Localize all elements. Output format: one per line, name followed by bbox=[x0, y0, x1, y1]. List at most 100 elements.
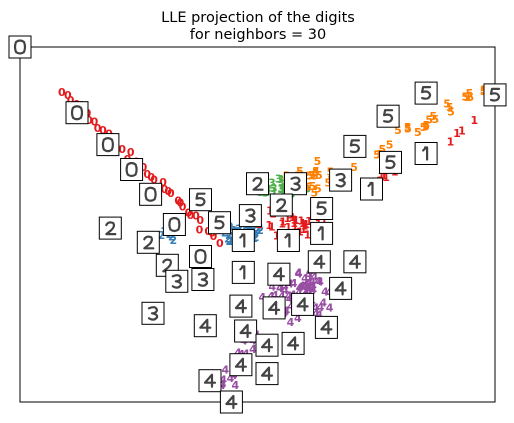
thumbnail-digit-4-40 bbox=[234, 319, 258, 343]
digit-point-1-288: 1 bbox=[380, 169, 388, 182]
thumbnail-digit-3-11 bbox=[191, 268, 215, 291]
digit-point-0-34: 0 bbox=[196, 214, 204, 227]
digit-thumbnail-layer bbox=[8, 35, 507, 414]
digit-point-4-207: 4 bbox=[300, 280, 308, 293]
digit-point-0-28: 0 bbox=[174, 195, 182, 208]
digit-point-5-259: 5 bbox=[394, 124, 402, 137]
thumbnail-digit-1-24 bbox=[360, 177, 383, 201]
digit-point-1-143: 1 bbox=[273, 230, 281, 243]
digit-point-4-205: 4 bbox=[285, 290, 293, 303]
digit-point-2-63: 2 bbox=[235, 222, 243, 235]
digit-point-1-282: 1 bbox=[447, 136, 455, 149]
digit-point-0-38: 0 bbox=[210, 230, 218, 243]
digit-point-3-101: 3 bbox=[277, 173, 285, 186]
digit-point-4-200: 4 bbox=[325, 287, 333, 300]
digit-point-5-134: 5 bbox=[296, 165, 304, 178]
digit-point-4-177: 4 bbox=[308, 276, 316, 289]
thumbnail-digit-1-21 bbox=[276, 229, 300, 252]
digit-point-0-33: 0 bbox=[192, 210, 200, 223]
thumbnail-digit-1-20 bbox=[231, 229, 255, 252]
thumbnail-digit-4-45 bbox=[255, 362, 279, 386]
digit-point-1-163: 1 bbox=[279, 215, 287, 228]
digit-point-4-198: 4 bbox=[305, 269, 313, 282]
thumbnail-digit-2-8 bbox=[136, 230, 160, 254]
digit-point-5-131: 5 bbox=[324, 177, 332, 190]
thumbnail-digit-5-29 bbox=[414, 81, 438, 105]
digit-point-4-174: 4 bbox=[309, 283, 317, 296]
digit-point-2-67: 2 bbox=[256, 221, 264, 234]
digit-point-5-264: 5 bbox=[378, 143, 386, 156]
digit-point-2-72: 2 bbox=[251, 231, 259, 244]
digit-point-5-115: 5 bbox=[308, 169, 316, 182]
thumbnail-digit-3-10 bbox=[165, 269, 189, 293]
digit-point-5-266: 5 bbox=[422, 121, 430, 134]
thumbnail-digit-0-3 bbox=[120, 158, 144, 181]
digit-point-1-150: 1 bbox=[304, 229, 312, 242]
digit-point-1-285: 1 bbox=[382, 171, 390, 184]
digit-point-3-106: 3 bbox=[270, 182, 278, 195]
digit-point-4-196: 4 bbox=[295, 267, 303, 280]
digit-point-0-1: 0 bbox=[64, 89, 72, 102]
digit-point-5-124: 5 bbox=[306, 170, 314, 183]
thumbnail-digit-4-34 bbox=[343, 250, 367, 274]
digit-point-0-7: 0 bbox=[85, 114, 93, 127]
digit-point-4-223: 4 bbox=[276, 281, 284, 294]
thumbnail-digit-5-30 bbox=[483, 83, 507, 107]
thumbnail-digit-0-6 bbox=[189, 245, 212, 268]
digit-point-0-16: 0 bbox=[127, 146, 135, 159]
thumbnail-digit-4-43 bbox=[314, 315, 338, 339]
digit-point-1-152: 1 bbox=[297, 214, 305, 227]
thumbnail-digit-5-14 bbox=[208, 211, 231, 235]
digit-point-2-61: 2 bbox=[256, 224, 264, 237]
digit-point-4-304: 4 bbox=[249, 343, 257, 356]
digit-point-4-218: 4 bbox=[305, 285, 313, 298]
thumbnail-digit-1-28 bbox=[414, 142, 438, 165]
thumbnail-digit-5-25 bbox=[343, 134, 367, 158]
digit-point-0-30: 0 bbox=[179, 201, 187, 214]
digit-point-4-206: 4 bbox=[309, 280, 317, 293]
digit-point-4-305: 4 bbox=[219, 377, 227, 390]
digit-point-4-201: 4 bbox=[308, 281, 316, 294]
digit-point-3-110: 3 bbox=[277, 183, 285, 196]
digit-point-5-275: 5 bbox=[373, 148, 381, 161]
thumbnail-digit-4-47 bbox=[219, 390, 243, 414]
digit-point-4-210: 4 bbox=[297, 280, 305, 293]
digit-point-4-212: 4 bbox=[306, 277, 314, 290]
digit-point-0-20: 0 bbox=[140, 161, 148, 174]
digit-point-4-301: 4 bbox=[227, 372, 235, 385]
digit-point-5-255: 5 bbox=[446, 101, 454, 114]
digit-point-5-120: 5 bbox=[312, 167, 320, 180]
digit-point-4-240: 4 bbox=[295, 267, 303, 280]
digit-point-4-192: 4 bbox=[295, 286, 303, 299]
digit-point-4-185: 4 bbox=[312, 302, 320, 315]
plot-area-frame bbox=[19, 46, 496, 403]
digit-point-0-25: 0 bbox=[161, 183, 169, 196]
digit-point-1-169: 1 bbox=[291, 220, 299, 233]
digit-point-0-0: 0 bbox=[58, 86, 66, 99]
thumbnail-digit-3-12 bbox=[141, 301, 165, 325]
digit-point-5-274: 5 bbox=[463, 91, 471, 104]
digit-point-1-154: 1 bbox=[278, 217, 286, 230]
digit-point-5-252: 5 bbox=[447, 106, 455, 119]
digit-point-4-230: 4 bbox=[268, 281, 276, 294]
digit-point-0-10: 0 bbox=[99, 124, 107, 137]
digit-point-1-168: 1 bbox=[290, 217, 298, 230]
digit-point-2-64: 2 bbox=[224, 233, 232, 246]
digit-point-1-166: 1 bbox=[302, 218, 310, 231]
digit-point-5-123: 5 bbox=[312, 165, 320, 178]
digit-point-1-138: 1 bbox=[300, 223, 308, 236]
thumbnail-digit-4-39 bbox=[193, 314, 217, 338]
digit-point-2-250: 2 bbox=[168, 231, 176, 244]
thumbnail-digit-4-35 bbox=[329, 276, 353, 300]
digit-point-5-135: 5 bbox=[304, 181, 312, 194]
digit-point-4-178: 4 bbox=[311, 270, 319, 283]
digit-point-5-261: 5 bbox=[420, 121, 428, 134]
digit-point-5-262: 5 bbox=[414, 126, 422, 139]
digit-point-4-310: 4 bbox=[231, 379, 239, 392]
digit-point-1-165: 1 bbox=[320, 214, 328, 227]
chart-title-line-1: LLE projection of the digits bbox=[161, 10, 355, 26]
digit-point-5-129: 5 bbox=[315, 169, 323, 182]
digit-point-5-276: 5 bbox=[431, 113, 439, 126]
digit-point-4-233: 4 bbox=[309, 279, 317, 292]
